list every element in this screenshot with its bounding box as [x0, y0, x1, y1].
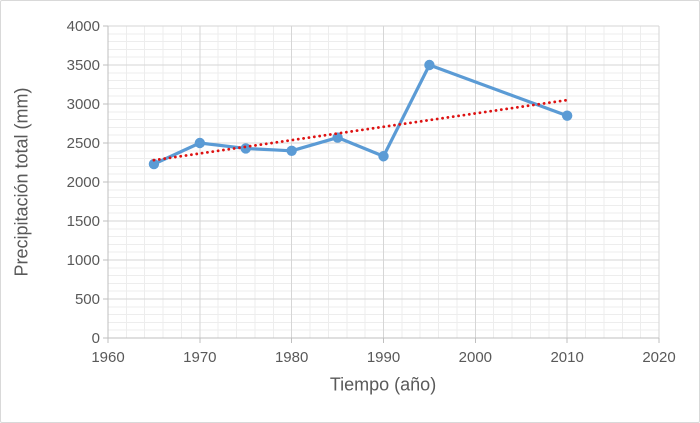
x-tick-label: 1980: [275, 349, 308, 366]
y-tick-label: 4000: [67, 18, 100, 35]
data-point-marker: [148, 158, 160, 170]
trendline: [152, 98, 569, 162]
x-axis-title: Tiempo (año): [329, 374, 437, 395]
data-point-marker: [561, 110, 573, 121]
data-point-marker: [286, 145, 297, 156]
x-tick-label: 2020: [642, 349, 675, 366]
y-tick-label: 500: [75, 291, 100, 308]
data-point-marker: [378, 151, 389, 162]
x-tick-label: 1990: [367, 349, 400, 366]
x-tick-label: 2000: [459, 349, 492, 366]
y-tick-label: 1000: [67, 252, 100, 269]
x-tick-label: 1960: [91, 349, 124, 366]
series-line: [152, 63, 569, 166]
y-tick-label: 2000: [67, 174, 100, 191]
x-tick-label: 1970: [183, 349, 216, 366]
y-tick-label: 3500: [67, 57, 100, 74]
y-tick-label: 2500: [67, 135, 100, 152]
y-tick-label: 1500: [67, 213, 100, 230]
data-point-marker: [194, 137, 206, 149]
data-point-marker: [424, 59, 435, 71]
y-tick-label: 0: [92, 330, 100, 347]
y-axis-title: Precipitación total (mm): [11, 87, 32, 277]
data-point-marker: [240, 143, 251, 154]
y-tick-label: 3000: [67, 96, 100, 113]
x-tick-label: 2010: [550, 349, 583, 366]
